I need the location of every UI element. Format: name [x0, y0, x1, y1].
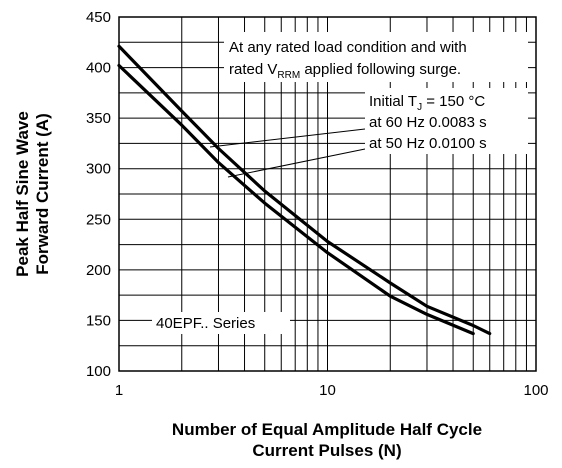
- series-line-0: [117, 44, 492, 336]
- y-tick-label: 100: [86, 363, 111, 380]
- x-tick-label: 10: [319, 382, 336, 399]
- condition-line-1: At any rated load condition and with: [229, 39, 467, 56]
- condition-line-2: rated VRRM applied following surge.: [229, 61, 461, 81]
- series-name-box: [152, 312, 290, 334]
- y-tick-label: 150: [86, 312, 111, 329]
- y-tick-label: 450: [86, 9, 111, 26]
- series-50hz-label: at 50 Hz 0.0100 s: [369, 135, 487, 152]
- series-name-label: 40EPF.. Series: [156, 315, 255, 332]
- initial-tj-pre: Initial T: [369, 93, 417, 110]
- initial-tj-label: Initial TJ = 150 °C: [369, 93, 485, 113]
- condition-line-2-pre: rated V: [229, 61, 277, 78]
- y-axis-title-line-1: Peak Half Sine Wave: [13, 111, 32, 277]
- y-tick-label: 350: [86, 110, 111, 127]
- y-tick-label: 250: [86, 211, 111, 228]
- condition-line-2-sub: RRM: [277, 70, 300, 81]
- condition-box: [224, 32, 528, 82]
- plot-frame: [118, 16, 537, 372]
- curves: [117, 44, 492, 336]
- condition-line-2-post: applied following surge.: [300, 61, 461, 78]
- series-line-1: [117, 63, 475, 336]
- x-axis-title-line-1: Number of Equal Amplitude Half Cycle: [172, 420, 482, 439]
- y-tick-label: 200: [86, 262, 111, 279]
- y-tick-label: 400: [86, 60, 111, 77]
- initial-tj-post: = 150 °C: [422, 93, 485, 110]
- leader-50hz: [227, 148, 366, 178]
- y-tick-labels: 100 150 200 250 300 350 400 450: [86, 9, 111, 380]
- x-tick-label: 100: [523, 382, 548, 399]
- series-60hz-label: at 60 Hz 0.0083 s: [369, 114, 487, 131]
- initial-box: [365, 88, 528, 154]
- y-axis-title-line-2: Forward Current (A): [33, 113, 52, 275]
- annotation-leaders: [209, 128, 366, 178]
- leader-60hz: [209, 128, 366, 148]
- x-tick-label: 1: [115, 382, 123, 399]
- initial-tj-sub: J: [417, 102, 422, 113]
- x-axis-title-line-2: Current Pulses (N): [252, 441, 401, 460]
- x-tick-labels: 1 10 100: [115, 382, 549, 399]
- y-tick-label: 300: [86, 161, 111, 178]
